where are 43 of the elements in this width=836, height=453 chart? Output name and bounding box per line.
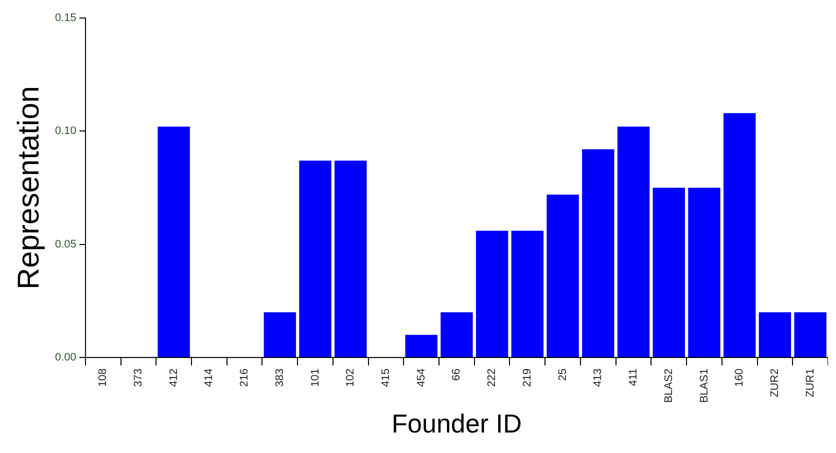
bar: [582, 149, 614, 358]
x-tick-label: 413: [592, 368, 604, 387]
y-tick-label: 0.15: [54, 12, 76, 24]
x-tick-label: 454: [415, 368, 428, 387]
x-tick-label: ZUR2: [768, 368, 781, 398]
x-tick-label: 411: [628, 368, 640, 386]
y-tick-label: 0.05: [54, 238, 76, 250]
bar: [334, 160, 367, 358]
bar: [158, 126, 190, 358]
x-tick-label: 414: [203, 368, 216, 387]
y-tick-label: 0.10: [54, 125, 76, 138]
x-tick-label: 415: [380, 368, 392, 387]
x-tick-label: 219: [521, 368, 534, 387]
bar: [440, 312, 473, 358]
x-tick-label: 101: [309, 368, 322, 387]
y-axis-title: Representation: [12, 86, 46, 290]
bar: [264, 312, 296, 358]
x-axis-title: Founder ID: [392, 408, 522, 439]
bar: [299, 160, 332, 358]
bar: [476, 230, 508, 358]
x-tick-label: 25: [556, 368, 569, 381]
bar: [546, 194, 579, 358]
bar: [724, 113, 756, 358]
y-tick-label: 0.00: [54, 352, 76, 364]
x-tick-label: 216: [238, 368, 251, 387]
x-tick-label: 66: [450, 368, 463, 381]
x-tick-label: 383: [274, 368, 286, 387]
x-tick-label: BLAS2: [662, 368, 675, 403]
x-tick-label: 373: [132, 368, 144, 387]
x-tick-label: 222: [486, 368, 498, 387]
bar: [405, 334, 438, 358]
x-tick-label: 102: [344, 368, 357, 387]
bar: [688, 188, 720, 358]
x-tick-label: 160: [734, 368, 746, 387]
bar: [511, 230, 544, 358]
bar: [617, 126, 650, 358]
x-tick-label: 108: [97, 368, 110, 387]
bar: [758, 312, 792, 358]
x-tick-label: ZUR1: [804, 368, 816, 398]
x-tick-label: 412: [168, 368, 180, 387]
bar: [794, 312, 826, 358]
bar: [652, 188, 685, 358]
x-tick-label: BLAS1: [698, 368, 710, 403]
